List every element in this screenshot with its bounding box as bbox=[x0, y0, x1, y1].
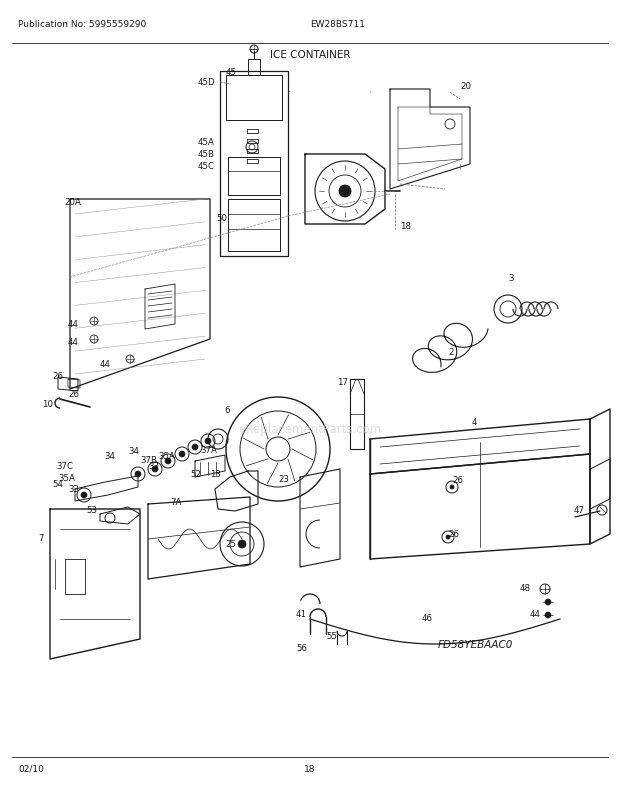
Circle shape bbox=[81, 492, 87, 498]
Text: ICE CONTAINER: ICE CONTAINER bbox=[270, 50, 350, 60]
Text: 4: 4 bbox=[472, 418, 477, 427]
Text: 52: 52 bbox=[190, 469, 201, 479]
Text: 02/10: 02/10 bbox=[18, 764, 44, 773]
Text: 47: 47 bbox=[574, 505, 585, 514]
Circle shape bbox=[135, 472, 141, 477]
Bar bbox=[65, 559, 85, 594]
Text: 44: 44 bbox=[530, 610, 541, 618]
Text: 35A: 35A bbox=[158, 452, 175, 460]
Text: eReplacementParts.com: eReplacementParts.com bbox=[238, 423, 382, 436]
Text: 25: 25 bbox=[225, 539, 236, 549]
Circle shape bbox=[192, 444, 198, 451]
Bar bbox=[228, 158, 280, 196]
Text: 37B: 37B bbox=[140, 456, 157, 464]
Text: 48: 48 bbox=[520, 583, 531, 592]
Text: FD58YEBAAC0: FD58YEBAAC0 bbox=[438, 639, 513, 649]
Text: 55: 55 bbox=[326, 631, 337, 640]
Text: 26: 26 bbox=[452, 476, 463, 484]
Circle shape bbox=[165, 459, 171, 464]
Text: 34: 34 bbox=[128, 447, 139, 456]
Text: 44: 44 bbox=[68, 320, 79, 329]
Text: EW28BS711: EW28BS711 bbox=[310, 20, 365, 29]
Text: 13: 13 bbox=[210, 469, 221, 479]
Circle shape bbox=[450, 485, 454, 489]
Text: 2: 2 bbox=[448, 347, 453, 357]
Bar bbox=[226, 76, 282, 121]
Circle shape bbox=[179, 452, 185, 457]
Text: 37A: 37A bbox=[200, 445, 217, 455]
Text: 7A: 7A bbox=[170, 497, 182, 506]
Bar bbox=[228, 200, 280, 252]
Circle shape bbox=[238, 541, 246, 549]
Text: 26: 26 bbox=[52, 371, 63, 380]
Circle shape bbox=[205, 439, 211, 444]
Text: 44: 44 bbox=[68, 338, 79, 346]
Circle shape bbox=[545, 599, 551, 606]
Text: 18: 18 bbox=[400, 221, 411, 231]
Text: 3: 3 bbox=[508, 273, 513, 282]
Text: 26: 26 bbox=[68, 390, 79, 399]
Text: 6: 6 bbox=[224, 406, 229, 415]
Text: 17: 17 bbox=[337, 378, 348, 387]
Text: 26: 26 bbox=[448, 529, 459, 538]
Text: 20A: 20A bbox=[64, 198, 81, 207]
Circle shape bbox=[339, 186, 351, 198]
Text: 54: 54 bbox=[52, 480, 63, 488]
Text: 33: 33 bbox=[148, 461, 159, 471]
Text: 46: 46 bbox=[422, 614, 433, 622]
Text: 34: 34 bbox=[104, 452, 115, 460]
Text: 33: 33 bbox=[68, 484, 79, 493]
Text: 23: 23 bbox=[278, 475, 289, 484]
Text: 45D: 45D bbox=[198, 78, 216, 87]
Text: 7: 7 bbox=[38, 533, 43, 542]
Text: 45C: 45C bbox=[198, 162, 215, 171]
Text: 10: 10 bbox=[42, 399, 53, 408]
Text: 45: 45 bbox=[226, 68, 237, 77]
Text: 53: 53 bbox=[86, 505, 97, 514]
Text: 45B: 45B bbox=[198, 150, 215, 159]
Text: 50: 50 bbox=[216, 214, 227, 223]
Text: 37C: 37C bbox=[56, 461, 73, 471]
Text: 45A: 45A bbox=[198, 138, 215, 147]
Circle shape bbox=[152, 467, 158, 472]
Circle shape bbox=[545, 612, 551, 618]
Text: 56: 56 bbox=[296, 643, 307, 652]
Circle shape bbox=[446, 535, 450, 539]
Text: Publication No: 5995559290: Publication No: 5995559290 bbox=[18, 20, 146, 29]
Text: 41: 41 bbox=[296, 610, 307, 618]
Text: 44: 44 bbox=[100, 359, 111, 369]
Text: 35A: 35A bbox=[58, 473, 75, 482]
Bar bbox=[220, 72, 288, 257]
Text: 18: 18 bbox=[304, 764, 316, 773]
Text: 20: 20 bbox=[460, 82, 471, 91]
